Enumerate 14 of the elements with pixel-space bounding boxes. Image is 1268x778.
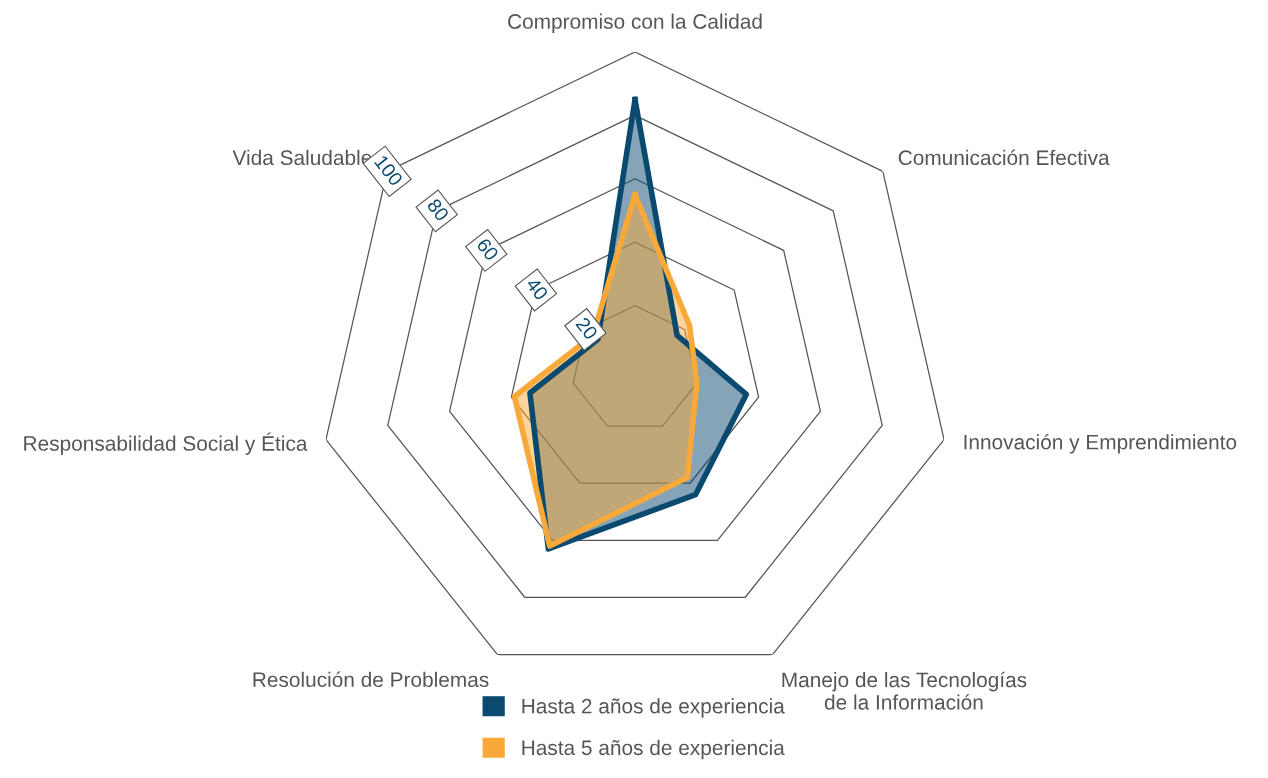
spoke-label: Compromiso con la Calidad <box>508 13 762 33</box>
y-tick-label: 80 <box>426 197 450 223</box>
y-tick-label: 40 <box>525 276 549 302</box>
legend-label: Hasta 2 años de experiencia <box>522 698 785 718</box>
y-tick-label: 60 <box>476 237 500 262</box>
spoke-label: Manejo de las Tecnologías de la Información <box>782 671 1027 710</box>
spoke-label: Responsabilidad Social y Ética <box>24 432 308 455</box>
y-tick-label: 20 <box>575 316 599 341</box>
spoke-label: Resolución de Problemas <box>253 671 489 688</box>
spoke-label: Vida Saludable <box>232 149 372 166</box>
spoke-label: Innovación y Emprendimiento <box>964 433 1237 454</box>
legend-label: Hasta 5 años de experiencia <box>522 739 785 760</box>
spoke-label: Comunicación Efectiva <box>898 149 1110 166</box>
y-tick-label: 100 <box>373 154 404 187</box>
